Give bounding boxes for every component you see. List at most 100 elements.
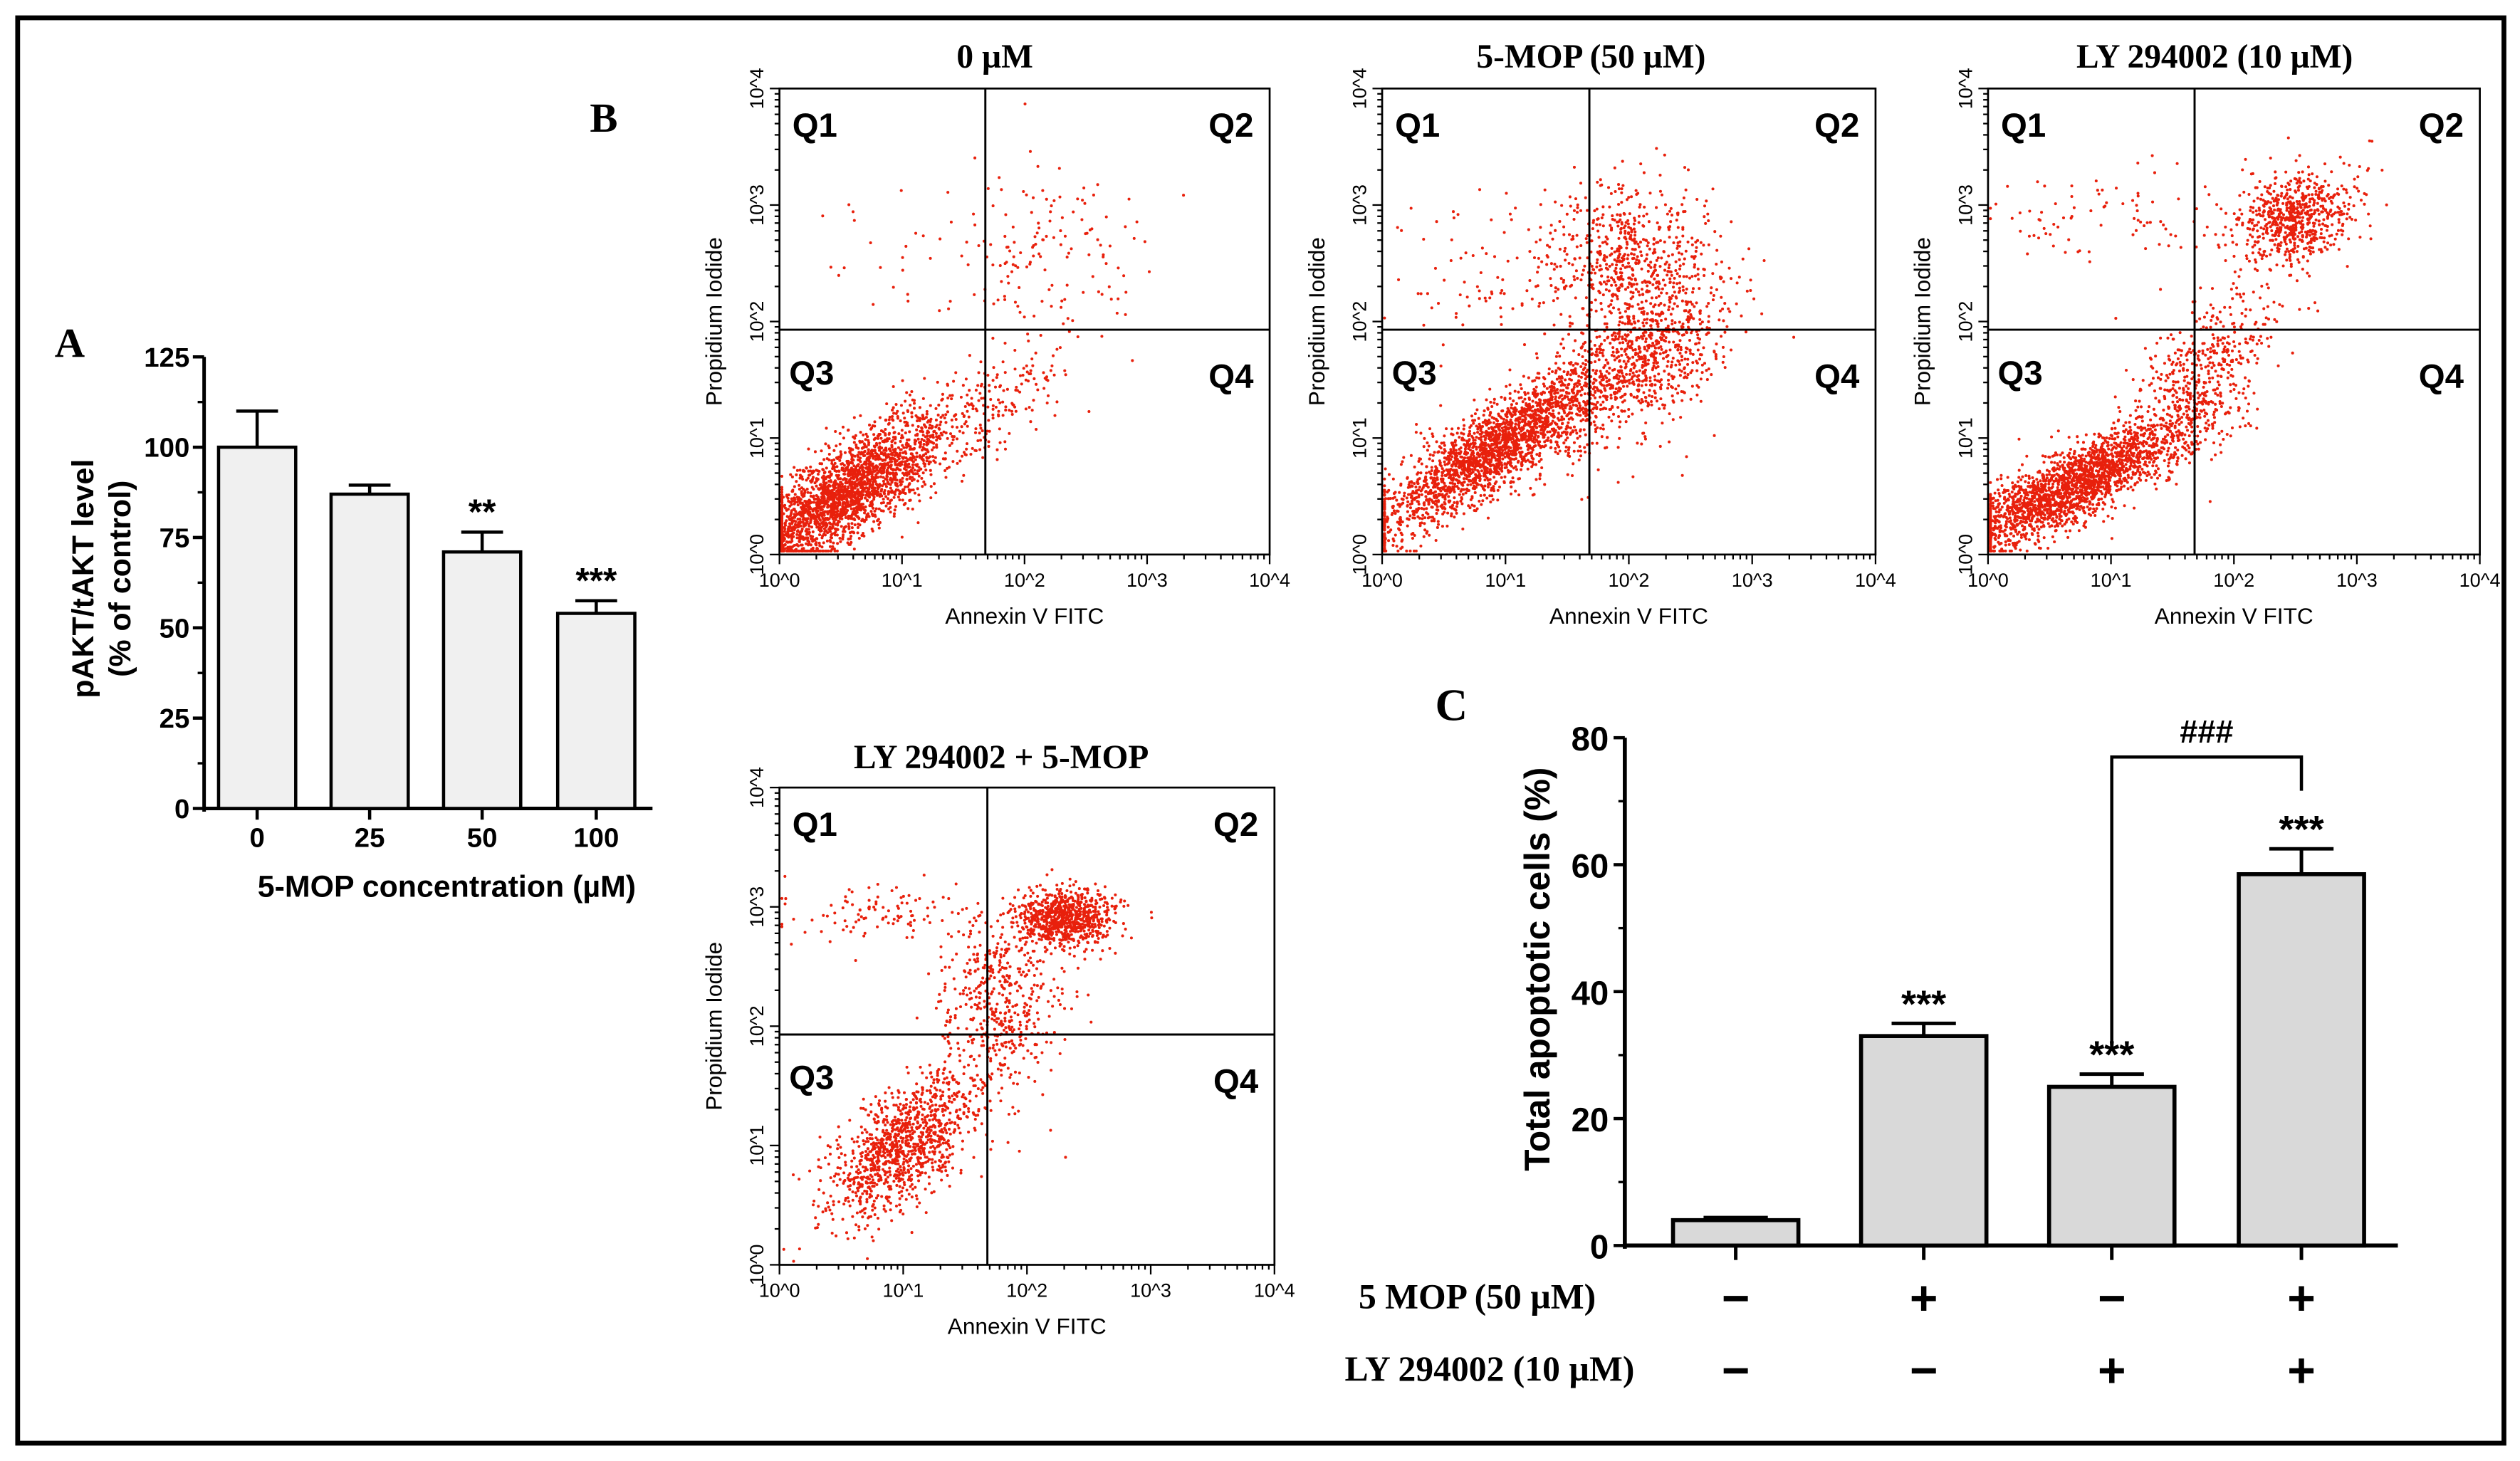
event-dot bbox=[919, 429, 922, 433]
event-dot bbox=[1619, 365, 1623, 369]
event-dot bbox=[1475, 445, 1478, 449]
event-dot bbox=[1441, 478, 1444, 482]
event-dot bbox=[1527, 407, 1530, 410]
event-dot bbox=[819, 486, 822, 490]
event-dot bbox=[807, 523, 810, 526]
event-dot bbox=[860, 519, 864, 523]
event-dot bbox=[871, 491, 874, 494]
event-dot bbox=[829, 549, 832, 553]
event-dot bbox=[1473, 504, 1476, 508]
event-dot bbox=[1473, 398, 1476, 402]
event-dot bbox=[1424, 475, 1428, 478]
event-dot bbox=[857, 451, 861, 454]
event-dot bbox=[837, 483, 840, 486]
event-dot bbox=[830, 498, 834, 501]
event-dot bbox=[832, 491, 835, 495]
event-dot bbox=[820, 529, 823, 533]
event-dot bbox=[1520, 387, 1523, 390]
panel-label-b: B bbox=[590, 95, 617, 141]
event-dot bbox=[859, 414, 862, 417]
event-dot bbox=[868, 423, 872, 426]
event-dot bbox=[899, 491, 903, 495]
event-dot bbox=[1503, 398, 1507, 402]
event-dot bbox=[936, 380, 939, 384]
event-dot bbox=[1501, 430, 1505, 434]
event-dot bbox=[783, 503, 787, 507]
event-dot bbox=[841, 510, 845, 514]
event-dot bbox=[1442, 506, 1445, 509]
event-dot bbox=[921, 471, 925, 475]
event-dot bbox=[1417, 496, 1421, 499]
event-dot bbox=[1406, 500, 1410, 503]
event-dot bbox=[796, 529, 800, 533]
event-dot bbox=[797, 536, 800, 540]
event-dot bbox=[1466, 489, 1470, 493]
event-dot bbox=[867, 493, 871, 496]
event-dot bbox=[922, 439, 926, 443]
event-dot bbox=[1520, 396, 1523, 399]
event-dot bbox=[799, 524, 802, 528]
event-dot bbox=[1063, 369, 1067, 372]
event-dot bbox=[952, 379, 956, 383]
event-dot bbox=[908, 393, 911, 397]
event-dot bbox=[966, 263, 970, 266]
event-dot bbox=[966, 442, 969, 446]
event-dot bbox=[1420, 493, 1423, 496]
event-dot bbox=[1544, 420, 1547, 424]
event-dot bbox=[1060, 305, 1063, 309]
event-dot bbox=[1013, 300, 1018, 304]
event-dot bbox=[887, 433, 891, 436]
event-dot bbox=[1483, 471, 1486, 475]
event-dot bbox=[780, 486, 784, 489]
event-dot bbox=[1003, 298, 1007, 301]
event-dot bbox=[1010, 402, 1014, 405]
event-dot bbox=[1443, 460, 1446, 464]
significance-label: ** bbox=[469, 492, 496, 532]
event-dot bbox=[1500, 439, 1504, 442]
event-dot bbox=[1576, 413, 1579, 417]
event-dot bbox=[1428, 457, 1431, 461]
event-dot bbox=[952, 435, 956, 439]
event-dot bbox=[1483, 493, 1486, 497]
event-dot bbox=[1443, 489, 1447, 493]
event-dot bbox=[956, 449, 959, 453]
event-dot bbox=[1480, 469, 1483, 473]
event-dot bbox=[835, 493, 839, 497]
bar bbox=[329, 492, 410, 810]
event-dot bbox=[979, 426, 983, 430]
event-dot bbox=[859, 431, 862, 434]
event-dot bbox=[780, 488, 784, 491]
event-dot bbox=[894, 449, 897, 453]
event-dot bbox=[833, 483, 837, 488]
event-dot bbox=[877, 446, 881, 450]
event-dot bbox=[864, 493, 868, 497]
event-dot bbox=[1583, 392, 1586, 396]
event-dot bbox=[1468, 506, 1472, 510]
event-dot bbox=[798, 487, 801, 491]
event-dot bbox=[1517, 477, 1522, 481]
event-dot bbox=[961, 454, 964, 458]
event-dot bbox=[906, 409, 910, 414]
event-dot bbox=[1412, 513, 1416, 517]
event-dot bbox=[835, 515, 838, 519]
event-dot bbox=[853, 471, 857, 474]
event-dot bbox=[1522, 426, 1525, 430]
event-dot bbox=[790, 522, 794, 525]
event-dot bbox=[1556, 388, 1559, 392]
event-dot bbox=[991, 379, 995, 382]
event-dot bbox=[842, 436, 845, 440]
event-dot bbox=[1478, 499, 1481, 503]
event-dot bbox=[1060, 216, 1064, 219]
event-dot bbox=[889, 498, 893, 502]
event-dot bbox=[820, 491, 823, 495]
event-dot bbox=[867, 439, 870, 442]
event-dot bbox=[1579, 375, 1583, 379]
event-dot bbox=[932, 482, 936, 486]
event-dot bbox=[1049, 210, 1052, 214]
event-dot bbox=[1411, 537, 1414, 540]
event-dot bbox=[843, 513, 847, 516]
event-dot bbox=[1502, 480, 1506, 483]
event-dot bbox=[1419, 431, 1423, 435]
event-dot bbox=[886, 501, 889, 505]
event-dot bbox=[1469, 483, 1473, 486]
